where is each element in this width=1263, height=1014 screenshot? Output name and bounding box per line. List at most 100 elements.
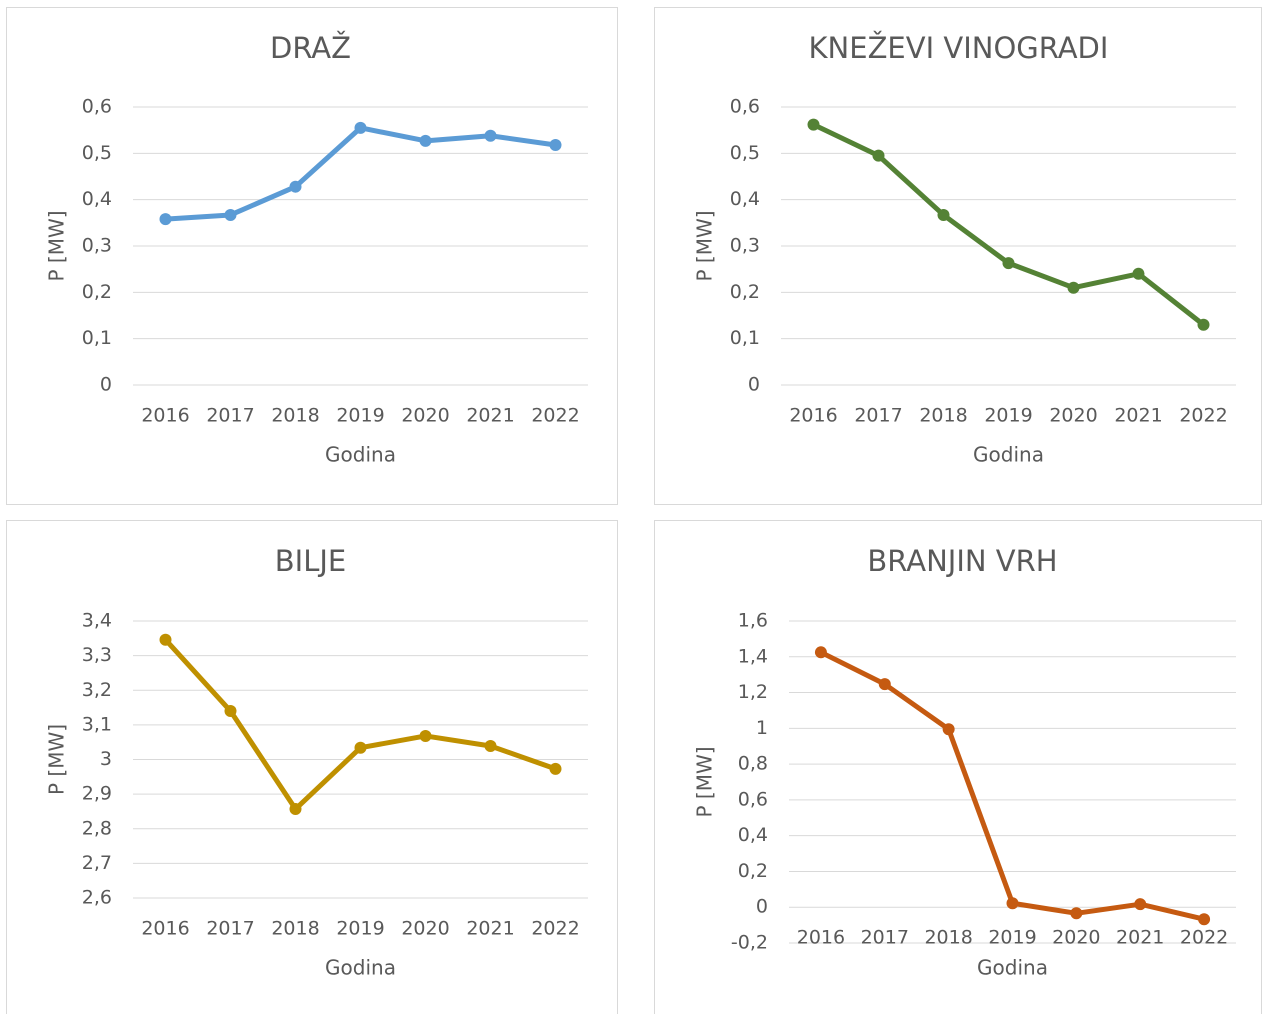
x-axis-label: Godina (973, 443, 1044, 467)
y-tick-label: 0,4 (738, 824, 768, 846)
point (1006, 897, 1019, 910)
point (549, 138, 562, 151)
point (159, 213, 172, 226)
x-tick-label: 2020 (401, 405, 449, 427)
x-tick-label: 2019 (988, 927, 1036, 949)
x-tick-label: 2021 (1114, 405, 1162, 427)
y-tick-label: 3 (100, 748, 112, 770)
y-tick-label: 0,2 (730, 281, 760, 303)
x-tick-label: 2022 (1180, 927, 1228, 949)
y-axis-label: P [MW] (693, 210, 717, 281)
x-axis-label: Godina (325, 443, 396, 467)
y-tick-label: 0 (756, 896, 768, 918)
x-tick-label: 2021 (466, 918, 514, 940)
point (1070, 907, 1083, 920)
x-tick-label: 2019 (336, 405, 384, 427)
x-tick-label: 2019 (984, 405, 1032, 427)
x-tick-label: 2016 (141, 405, 189, 427)
chart-title: BILJE (275, 544, 346, 578)
chart-title: KNEŽEVI VINOGRADI (809, 31, 1109, 65)
x-tick-label: 2017 (206, 918, 254, 940)
y-tick-label: 0,3 (730, 235, 760, 257)
chart-panel: KNEŽEVI VINOGRADI 0 0,1 0,2 0,3 0,4 0,5 0,6 2016… (654, 7, 1262, 505)
x-tick-label: 2016 (789, 405, 837, 427)
point (1197, 318, 1210, 331)
point (354, 121, 367, 134)
y-tick-label: 3,2 (82, 679, 112, 701)
y-tick-label: 0,4 (82, 188, 112, 210)
x-tick-label: 2017 (861, 927, 909, 949)
y-tick-label: -0,2 (731, 932, 768, 954)
panel-border (654, 7, 1262, 505)
y-axis-label: P [MW] (45, 210, 69, 281)
x-tick-label: 2021 (1116, 927, 1164, 949)
x-tick-label: 2020 (1052, 927, 1100, 949)
x-tick-label: 2018 (924, 927, 972, 949)
y-tick-label: 2,7 (82, 852, 112, 874)
chart-title: BRANJIN VRH (867, 544, 1057, 578)
y-tick-label: 3,1 (82, 713, 112, 735)
x-tick-label: 2017 (854, 405, 902, 427)
y-tick-label: 2,9 (82, 783, 112, 805)
y-tick-label: 3,3 (82, 644, 112, 666)
point (419, 729, 432, 742)
x-tick-label: 2020 (401, 918, 449, 940)
point (224, 208, 237, 221)
y-tick-label: 2,6 (82, 887, 112, 909)
y-tick-label: 0,2 (738, 860, 768, 882)
y-tick-label: 0,1 (82, 327, 112, 349)
y-tick-label: 1,2 (738, 681, 768, 703)
y-tick-label: 2,8 (82, 817, 112, 839)
point (814, 646, 827, 659)
y-tick-label: 0,6 (738, 788, 768, 810)
chart-title: DRAŽ (270, 31, 351, 65)
y-tick-label: 0,6 (730, 96, 760, 118)
x-tick-label: 2022 (531, 405, 579, 427)
y-axis-label: P [MW] (693, 746, 717, 817)
point (289, 803, 302, 816)
y-tick-label: 0 (100, 374, 112, 396)
y-tick-label: 0 (748, 374, 760, 396)
point (289, 180, 302, 193)
x-tick-label: 2021 (466, 405, 514, 427)
point (807, 118, 820, 131)
y-tick-label: 0,3 (82, 235, 112, 257)
x-axis-label: Godina (325, 956, 396, 980)
y-tick-label: 0,1 (730, 327, 760, 349)
y-tick-label: 0,6 (82, 96, 112, 118)
point (872, 149, 885, 162)
panel-border (6, 520, 618, 1014)
x-tick-label: 2018 (919, 405, 967, 427)
point (224, 705, 237, 718)
point (159, 633, 172, 646)
x-tick-label: 2016 (797, 927, 845, 949)
y-tick-label: 3,4 (82, 610, 112, 632)
y-tick-label: 0,8 (738, 753, 768, 775)
point (878, 678, 891, 691)
y-tick-label: 1,6 (738, 610, 768, 632)
chart-panel: DRAŽ 0 0,1 0,2 0,3 0,4 0,5 0,6 2016 2017 2018 2019 2… (6, 7, 618, 505)
chart-panel: BRANJIN VRH -0,2 0 0,2 0,4 0,6 0,8 1 1,2 1,4 1,6 20… (654, 520, 1262, 1014)
x-axis-label: Godina (977, 956, 1048, 980)
point (937, 208, 950, 221)
x-tick-label: 2018 (271, 918, 319, 940)
point (549, 762, 562, 775)
point (1002, 257, 1015, 270)
panel-border (6, 7, 618, 505)
x-tick-label: 2022 (1179, 405, 1227, 427)
y-tick-label: 0,2 (82, 281, 112, 303)
y-tick-label: 0,5 (730, 142, 760, 164)
y-tick-label: 0,4 (730, 188, 760, 210)
point (1198, 913, 1211, 926)
y-tick-label: 1,4 (738, 645, 768, 667)
panel-border (654, 520, 1262, 1014)
point (354, 741, 367, 754)
y-axis-label: P [MW] (45, 724, 69, 795)
point (484, 739, 497, 752)
y-tick-label: 0,5 (82, 142, 112, 164)
point (1134, 898, 1147, 911)
point (484, 129, 497, 142)
point (419, 134, 432, 147)
x-tick-label: 2017 (206, 405, 254, 427)
